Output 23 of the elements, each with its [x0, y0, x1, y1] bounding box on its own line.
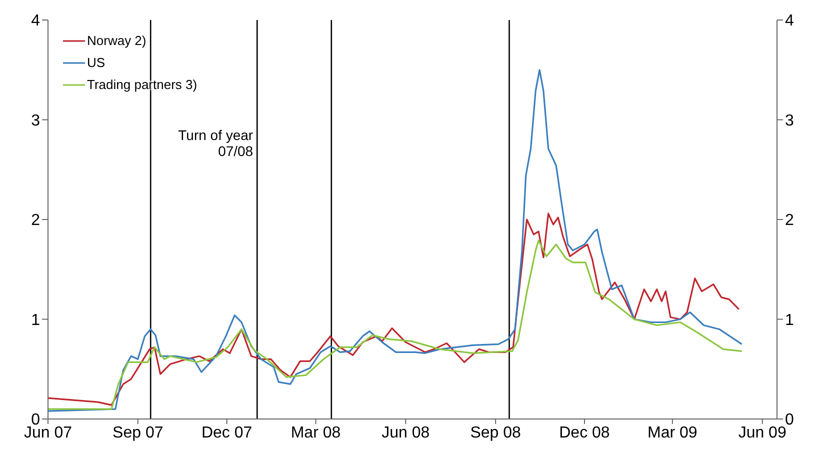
y-tick-label: 1 — [31, 312, 40, 329]
line-series — [48, 69, 743, 412]
y-tick-label: 3 — [31, 112, 40, 130]
line-series — [48, 240, 743, 410]
y2-tick-label: 4 — [785, 12, 794, 30]
x-tick-label: Dec 07 — [201, 424, 252, 442]
x-tick-label: Dec 08 — [559, 424, 610, 442]
y2-tick-label: 3 — [785, 112, 794, 130]
x-tick-label: Jun 09 — [738, 424, 786, 442]
y2-tick-label: 2 — [785, 212, 794, 230]
x-tick-label: Jun 08 — [382, 424, 430, 442]
line-series — [48, 212, 740, 406]
legend-label: Norway 2) — [87, 32, 146, 50]
ref-line-label: Turn of year 07/08 — [178, 127, 254, 159]
x-tick-label: Sep 08 — [470, 424, 522, 442]
y-tick-label: 4 — [31, 12, 40, 30]
x-tick-label: Sep 07 — [112, 424, 164, 442]
x-tick-label: Mar 09 — [648, 424, 698, 442]
y-tick-label: 2 — [31, 212, 40, 230]
x-tick-label: Mar 08 — [290, 424, 341, 442]
legend-label: US — [87, 54, 106, 72]
y2-tick-label: 1 — [785, 312, 794, 329]
y2-tick-label: 0 — [785, 412, 794, 429]
